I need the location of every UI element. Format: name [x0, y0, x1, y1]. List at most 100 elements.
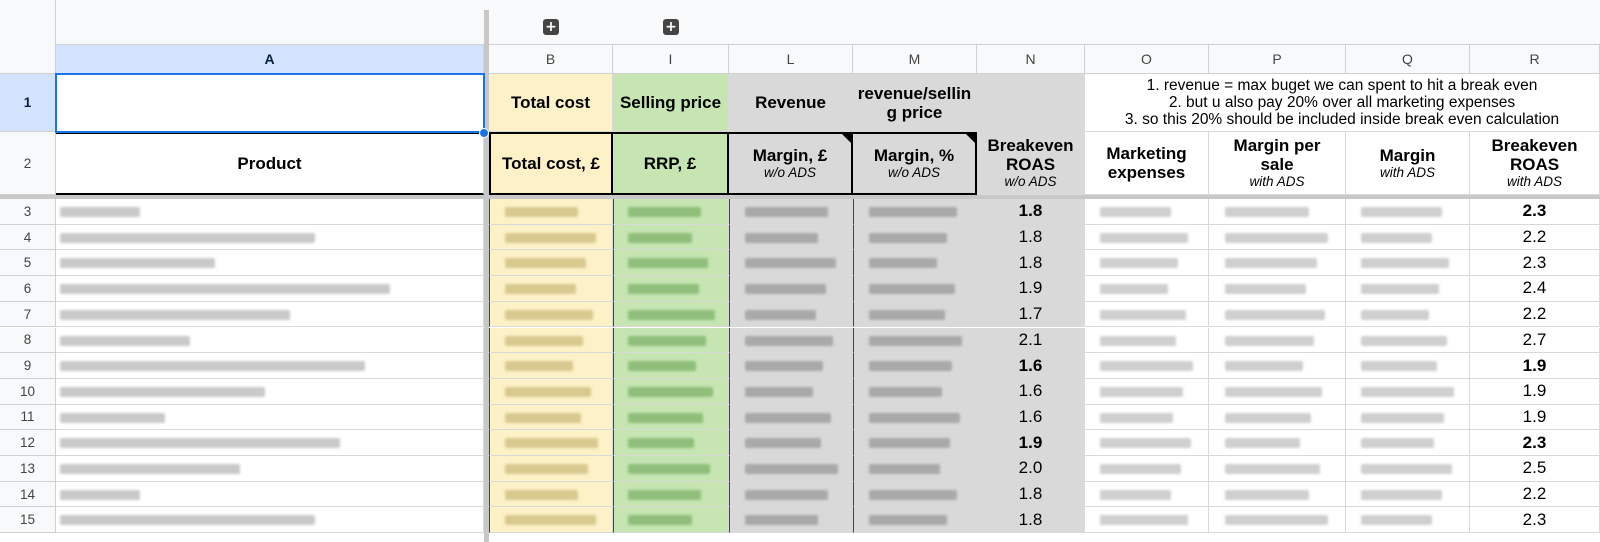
cell-m2[interactable]: Margin, % w/o ADS	[853, 132, 977, 195]
cell-q13[interactable]	[1346, 456, 1470, 482]
row-header[interactable]: 3	[0, 199, 56, 225]
cell-a13[interactable]	[56, 456, 484, 482]
cell-n14[interactable]: 1.8	[977, 481, 1085, 508]
row-header[interactable]: 6	[0, 276, 56, 302]
cell-n4[interactable]: 1.8	[977, 224, 1085, 251]
cell-q11[interactable]	[1346, 404, 1470, 431]
cell-l9[interactable]	[729, 353, 853, 379]
cell-l12[interactable]	[729, 430, 853, 456]
cell-b9[interactable]	[489, 353, 613, 379]
frozen-row-divider[interactable]	[0, 195, 1600, 199]
cell-p3[interactable]	[1209, 199, 1346, 225]
row-header[interactable]: 1	[0, 74, 56, 132]
cell-i7[interactable]	[613, 301, 729, 328]
column-header-r[interactable]: R	[1470, 45, 1600, 74]
cell-m15[interactable]	[853, 507, 977, 534]
row-header[interactable]: 5	[0, 250, 56, 277]
cell-l2[interactable]: Margin, £ w/o ADS	[729, 132, 853, 195]
comment-indicator-icon[interactable]	[842, 134, 851, 143]
cell-a7[interactable]	[56, 301, 484, 328]
comment-indicator-icon[interactable]	[966, 134, 975, 143]
column-header-q[interactable]: Q	[1346, 45, 1470, 74]
row-header[interactable]: 9	[0, 353, 56, 379]
cell-l6[interactable]	[729, 276, 853, 302]
expand-group-icon[interactable]: +	[663, 19, 679, 35]
cell-m14[interactable]	[853, 481, 977, 508]
column-header-p[interactable]: P	[1209, 45, 1346, 74]
cell-i15[interactable]	[613, 507, 729, 534]
select-all-corner[interactable]	[0, 0, 56, 74]
cell-i1[interactable]: Selling price	[613, 74, 729, 132]
cell-n1[interactable]	[977, 74, 1085, 132]
cell-o7[interactable]	[1085, 301, 1209, 328]
cell-i4[interactable]	[613, 224, 729, 251]
cell-p8[interactable]	[1209, 327, 1346, 354]
cell-b7[interactable]	[489, 301, 613, 328]
cell-o11[interactable]	[1085, 404, 1209, 431]
cell-i14[interactable]	[613, 481, 729, 508]
cell-n3[interactable]: 1.8	[977, 199, 1085, 225]
cell-p12[interactable]	[1209, 430, 1346, 456]
column-header-l[interactable]: L	[729, 45, 853, 74]
cell-r4[interactable]: 2.2	[1470, 224, 1600, 251]
cell-p13[interactable]	[1209, 456, 1346, 482]
cell-b3[interactable]	[489, 199, 613, 225]
cell-o10[interactable]	[1085, 378, 1209, 405]
cell-m4[interactable]	[853, 224, 977, 251]
cell-a11[interactable]	[56, 404, 484, 431]
cell-r10[interactable]: 1.9	[1470, 378, 1600, 405]
cell-l4[interactable]	[729, 224, 853, 251]
cell-i12[interactable]	[613, 430, 729, 456]
cell-p6[interactable]	[1209, 276, 1346, 302]
cell-l13[interactable]	[729, 456, 853, 482]
cell-i10[interactable]	[613, 378, 729, 405]
cell-p7[interactable]	[1209, 301, 1346, 328]
cell-i13[interactable]	[613, 456, 729, 482]
cell-i11[interactable]	[613, 404, 729, 431]
cell-a9[interactable]	[56, 353, 484, 379]
cell-b10[interactable]	[489, 378, 613, 405]
cell-m5[interactable]	[853, 250, 977, 277]
cell-q9[interactable]	[1346, 353, 1470, 379]
row-header[interactable]: 13	[0, 456, 56, 482]
cell-a1[interactable]	[56, 74, 484, 132]
cell-i2[interactable]: RRP, £	[613, 132, 729, 195]
row-header[interactable]: 15	[0, 507, 56, 534]
cell-l5[interactable]	[729, 250, 853, 277]
cell-b14[interactable]	[489, 481, 613, 508]
cell-b1[interactable]: Total cost	[489, 74, 613, 132]
column-header-o[interactable]: O	[1085, 45, 1209, 74]
cell-m10[interactable]	[853, 378, 977, 405]
cell-l14[interactable]	[729, 481, 853, 508]
column-header-m[interactable]: M	[853, 45, 977, 74]
cell-q10[interactable]	[1346, 378, 1470, 405]
row-header[interactable]: 7	[0, 301, 56, 328]
cell-n2[interactable]: Breakeven ROAS w/o ADS	[977, 132, 1085, 195]
cell-p15[interactable]	[1209, 507, 1346, 534]
cell-q12[interactable]	[1346, 430, 1470, 456]
cell-o2[interactable]: Marketing expenses	[1085, 132, 1209, 195]
column-header-b[interactable]: B	[489, 45, 613, 74]
cell-a15[interactable]	[56, 507, 484, 534]
column-header-i[interactable]: I	[613, 45, 729, 74]
cell-b5[interactable]	[489, 250, 613, 277]
cell-m11[interactable]	[853, 404, 977, 431]
cell-m1[interactable]: revenue/selling price	[853, 74, 977, 132]
cell-p11[interactable]	[1209, 404, 1346, 431]
cell-o3[interactable]	[1085, 199, 1209, 225]
cell-q2[interactable]: Margin with ADS	[1346, 132, 1470, 195]
cell-a6[interactable]	[56, 276, 484, 302]
cell-b2[interactable]: Total cost, £	[489, 132, 613, 195]
cell-a2[interactable]: Product	[56, 132, 484, 195]
column-header-n[interactable]: N	[977, 45, 1085, 74]
cell-q7[interactable]	[1346, 301, 1470, 328]
cell-o6[interactable]	[1085, 276, 1209, 302]
cell-r11[interactable]: 1.9	[1470, 404, 1600, 431]
cell-l3[interactable]	[729, 199, 853, 225]
fill-handle[interactable]	[479, 128, 489, 138]
row-header[interactable]: 14	[0, 481, 56, 508]
cell-q14[interactable]	[1346, 481, 1470, 508]
cell-r6[interactable]: 2.4	[1470, 276, 1600, 302]
cell-r5[interactable]: 2.3	[1470, 250, 1600, 277]
expand-group-icon[interactable]: +	[543, 19, 559, 35]
